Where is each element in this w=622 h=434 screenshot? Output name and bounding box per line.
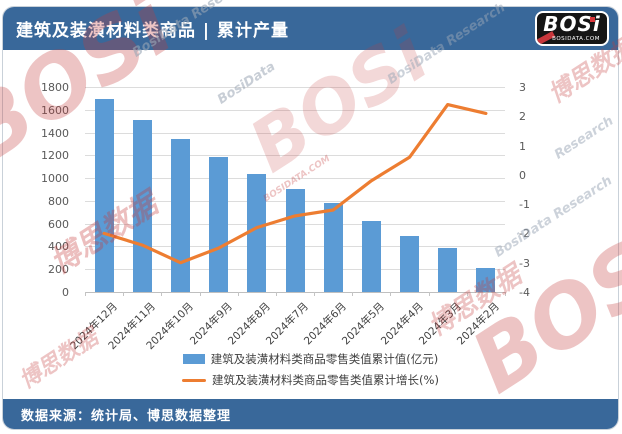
legend: 建筑及装潢材料类商品零售类值累计值(亿元) 建筑及装潢材料类商品零售类值累计增长(… — [3, 351, 618, 388]
legend-swatch-line-icon — [182, 378, 207, 382]
bar-column-2024年12月 — [85, 87, 123, 292]
bar-column-2024年5月 — [352, 87, 390, 292]
x-tick-5 — [275, 292, 277, 296]
bar-2024年4月 — [400, 236, 420, 292]
bar-2024年10月 — [170, 138, 190, 292]
gridline-1200 — [85, 155, 505, 157]
x-tick-11 — [505, 292, 506, 296]
gridline-1800 — [85, 87, 505, 88]
y-right-tick-3: 3 — [519, 81, 526, 94]
y-axis-left-labels: 0 200 400 600 800 1000 1200 1400 1600 1800 — [31, 81, 77, 299]
x-tick-10 — [466, 292, 468, 296]
legend-swatch-bar-icon — [182, 354, 205, 364]
legend-item-bar: 建筑及装潢材料类商品零售类值累计值(亿元) — [182, 351, 439, 367]
report-sheet: 建筑及装潢材料类商品 | 累计产量 BOSi BOSIDATA.COM 0 200… — [2, 6, 619, 430]
logo-red-dot — [590, 17, 595, 22]
gridline-1600 — [85, 109, 505, 111]
gridline-0 — [85, 292, 505, 293]
chart-area: 0 200 400 600 800 1000 1200 1400 1600 1800 3 2 1 0 -1… — [3, 50, 618, 399]
header: 建筑及装潢材料类商品 | 累计产量 BOSi BOSIDATA.COM — [3, 7, 618, 50]
x-tick-9 — [428, 292, 430, 296]
footer: 数据来源：统计局、博思数据整理 — [3, 399, 618, 429]
data-source-note: 数据来源：统计局、博思数据整理 — [21, 408, 232, 424]
x-tick-3 — [199, 292, 201, 296]
bar-column-2024年8月 — [238, 87, 276, 292]
y-axis-right-labels: 3 2 1 0 -1 -2 -3 -4 — [513, 81, 549, 299]
y-left-tick-800: 800 — [48, 194, 69, 208]
x-tick-8 — [390, 292, 392, 296]
bar-column-2024年3月 — [429, 87, 467, 292]
y-left-tick-1200: 1200 — [41, 149, 69, 163]
gridline-1400 — [85, 132, 505, 134]
y-left-tick-400: 400 — [48, 240, 69, 254]
y-right-tick-1: 1 — [519, 139, 526, 153]
x-tick-7 — [352, 292, 354, 296]
x-tick-6 — [314, 292, 316, 296]
y-right-tick-0: 0 — [519, 168, 526, 182]
y-left-tick-1600: 1600 — [41, 103, 69, 117]
growth-line — [102, 103, 488, 265]
bar-2024年12月 — [94, 98, 114, 292]
y-right-tick-2: 2 — [519, 110, 526, 124]
bar-2024年8月 — [247, 174, 267, 292]
y-left-tick-600: 600 — [48, 217, 69, 231]
bar-column-2024年6月 — [314, 87, 352, 292]
x-tick-0 — [85, 292, 86, 296]
y-right-tick--2: -2 — [519, 227, 530, 241]
y-left-tick-1400: 1400 — [41, 126, 69, 140]
bar-series — [85, 87, 505, 292]
y-left-tick-0: 0 — [62, 286, 69, 299]
bar-column-2024年10月 — [161, 87, 199, 292]
legend-item-line: 建筑及装潢材料类商品零售类值累计增长(%) — [182, 372, 439, 388]
y-left-tick-200: 200 — [48, 263, 69, 277]
logo-wordmark: BOSi — [543, 12, 601, 36]
y-left-tick-1000: 1000 — [41, 172, 69, 186]
plot-area — [85, 87, 506, 296]
bar-2024年2月 — [476, 268, 496, 292]
y-right-tick--1: -1 — [519, 198, 530, 212]
bar-2024年3月 — [438, 248, 458, 292]
legend-label-bar: 建筑及装潢材料类商品零售类值累计值(亿元) — [210, 352, 439, 366]
line-series — [102, 103, 488, 265]
bar-column-2024年9月 — [200, 87, 238, 292]
bar-2024年6月 — [323, 203, 343, 292]
x-tick-2 — [161, 292, 163, 296]
x-tick-4 — [237, 292, 239, 296]
y-right-tick--3: -3 — [519, 256, 530, 270]
gridline-1000 — [85, 178, 505, 180]
y-right-tick--4: -4 — [519, 286, 530, 299]
bar-2024年9月 — [209, 157, 229, 292]
x-tick-1 — [123, 292, 125, 296]
legend-label-line: 建筑及装潢材料类商品零售类值累计增长(%) — [212, 373, 439, 387]
bar-column-2024年4月 — [391, 87, 429, 292]
bar-2024年5月 — [361, 221, 381, 292]
bar-column-2024年2月 — [467, 87, 505, 292]
x-axis-labels: 2024年12月 2024年11月 2024年10月 2024年9月 2024年8月 20… — [68, 297, 505, 355]
page-title: 建筑及装潢材料类商品 | 累计产量 — [16, 21, 290, 41]
logo-domain: BOSIDATA.COM — [552, 36, 600, 42]
y-left-tick-1800: 1800 — [41, 81, 69, 94]
bosi-logo: BOSi BOSIDATA.COM — [535, 11, 609, 46]
